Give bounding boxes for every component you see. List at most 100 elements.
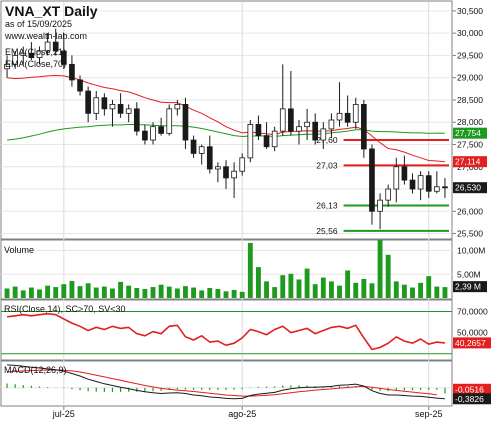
volume-bar	[256, 267, 261, 298]
candle-down	[442, 186, 448, 189]
volume-bar	[110, 288, 115, 298]
candle-down	[52, 41, 59, 52]
volume-bar	[304, 268, 310, 298]
price-badge-label: 27,114	[455, 157, 481, 167]
candle-down	[133, 108, 140, 132]
volume-bar	[142, 288, 148, 298]
candle-down	[69, 63, 75, 81]
volume-bar	[12, 286, 18, 298]
candle-up	[44, 41, 51, 52]
candle-up	[271, 130, 278, 148]
candle-up	[4, 63, 10, 70]
candle-down	[361, 104, 367, 150]
volume-bar	[272, 287, 278, 298]
rsi-badge-bg	[453, 337, 491, 349]
candle-up	[385, 188, 392, 201]
x-tick-label: jul-25	[52, 409, 75, 419]
volume-bar	[369, 283, 375, 298]
volume-bar	[207, 288, 213, 298]
candle-down	[409, 179, 416, 190]
price-badge-bg	[453, 127, 487, 139]
chart-date: as of 15/09/2025	[5, 19, 72, 29]
volume-bar	[442, 287, 448, 298]
volume-bar	[223, 291, 229, 298]
candle-down	[312, 121, 319, 141]
candle-down	[206, 146, 213, 170]
volume-bar	[183, 286, 188, 298]
volume-bar	[28, 287, 34, 298]
volume-bar	[150, 287, 156, 298]
volume-bar	[199, 290, 205, 298]
legend-ema21: EMA(Close,21)	[5, 47, 66, 57]
volume-title: Volume	[4, 245, 34, 255]
volume-bar	[296, 279, 302, 298]
candle-up	[12, 55, 18, 65]
watermark: www.wealth-lab.com	[4, 31, 87, 41]
candle-down	[85, 90, 91, 114]
candle-up	[239, 157, 246, 172]
price-tick-label: 29,000	[457, 73, 483, 83]
candle-up	[166, 108, 173, 134]
candle-down	[182, 104, 189, 141]
rsi-line	[7, 312, 445, 351]
candle-up	[93, 97, 100, 114]
x-tick-label: ago-25	[228, 409, 256, 419]
volume-bar	[77, 286, 83, 298]
volume-bar	[45, 285, 51, 298]
chart-title: VNA_XT Daily	[5, 3, 98, 19]
volume-bar	[418, 282, 424, 298]
volume-bar	[20, 290, 26, 298]
ema70-line	[7, 124, 445, 141]
candle-down	[344, 112, 351, 123]
price-badge-label: 27,754	[455, 128, 481, 138]
candle-up	[198, 146, 205, 154]
price-tick-label: 25,500	[457, 229, 483, 239]
rsi-title: RSI(Close,14), SC>70, SV<30	[4, 304, 126, 314]
macd-title: MACD(12,26,9)	[4, 365, 67, 375]
candle-down	[101, 97, 108, 110]
volume-bar	[61, 284, 67, 298]
candle-up	[150, 126, 156, 141]
price-tick-label: 27,500	[457, 139, 483, 149]
candle-up	[417, 175, 424, 190]
macd-line	[7, 364, 445, 400]
candle-down	[263, 135, 270, 148]
candle-up	[296, 126, 302, 132]
volume-badge-label: 2,39 M	[455, 282, 481, 292]
price-tick-label: 30,500	[457, 6, 483, 16]
candle-up	[328, 119, 335, 130]
volume-bar	[280, 275, 286, 298]
rsi-panel-frame	[0, 299, 453, 361]
rsi-tick-label: 70,0000	[457, 307, 488, 317]
volume-bar	[247, 242, 253, 298]
volume-bar	[264, 281, 269, 298]
volume-bar	[288, 273, 294, 298]
volume-bar	[126, 285, 132, 298]
price-panel-frame	[0, 0, 453, 240]
legend-ema70: EMA(Close,70)	[5, 59, 66, 69]
candle-down	[425, 175, 432, 192]
candle-down	[142, 130, 148, 141]
volume-bar	[158, 284, 164, 298]
volume-bar	[239, 291, 245, 298]
level-label: 27,60	[316, 135, 338, 145]
candle-up	[304, 121, 310, 128]
price-badge-bg	[453, 182, 487, 194]
candle-up	[109, 104, 116, 110]
volume-bar	[134, 288, 140, 298]
candle-up	[279, 108, 286, 132]
volume-bar	[410, 287, 415, 298]
volume-bar	[69, 280, 75, 298]
price-tick-label: 28,000	[457, 117, 483, 127]
candle-down	[190, 139, 197, 154]
volume-bar	[377, 240, 383, 298]
price-tick-label: 30,000	[457, 28, 483, 38]
volume-bar	[101, 286, 107, 298]
volume-bar	[434, 286, 440, 298]
price-badge-bg	[453, 156, 487, 168]
volume-panel-frame	[0, 239, 453, 300]
volume-bar	[328, 281, 334, 298]
candle-down	[288, 108, 294, 132]
